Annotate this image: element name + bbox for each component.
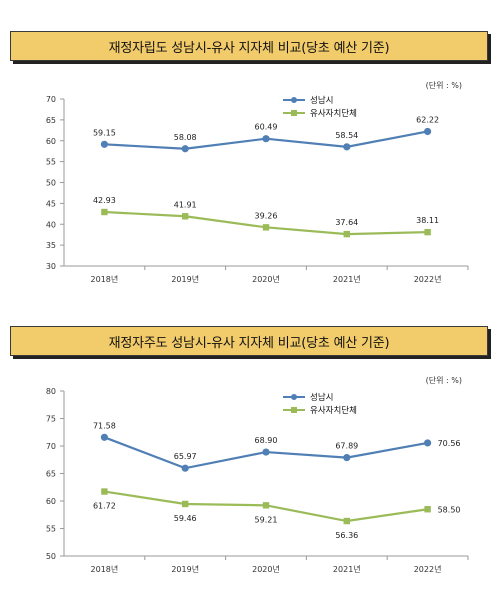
chart-panel-financial-autonomy: 재정자주도 성남시-유사 지자체 비교(당초 예산 기준) (단위 : %) 성… [0,308,500,600]
y-tick-label: 40 [46,220,56,229]
x-tick-label: 2018년 [91,274,119,284]
y-tick-label: 80 [46,387,56,396]
legend-label: 성남시 [310,95,334,106]
data-label: 58.50 [438,505,461,514]
axes: 30 35 40 45 50 55 60 65 70 2018년 2019년 2020년 2021년 20… [46,95,469,284]
legend-item: 성남시 [283,390,357,403]
y-tick-label: 65 [46,116,56,125]
y-tick-label: 55 [46,158,56,167]
data-point [343,230,350,238]
x-tick-label: 2021년 [333,274,361,284]
data-label: 37.64 [335,218,358,227]
legend: 성남시 유사자치단체 [283,93,357,119]
y-tick-label: 35 [46,241,56,250]
axes: 50 55 60 65 70 75 80 2018년 2019년 2020년 2021년 2022년 [46,387,469,574]
data-label: 59.15 [93,128,116,137]
legend-label: 유사자치단체 [310,108,357,119]
x-tick-label: 2019년 [171,564,199,574]
legend-item: 유사자치단체 [283,403,357,416]
x-tick-label: 2022년 [414,564,442,574]
y-tick-label: 30 [46,262,56,271]
data-point [262,224,270,231]
series-seongnam: 71.58 65.97 68.90 67.89 70.56 [93,421,461,472]
data-point [182,500,189,508]
data-point [262,135,270,143]
data-point [101,488,108,495]
data-label: 41.91 [174,200,197,209]
data-point [101,208,108,216]
unit-label: (단위 : %) [425,376,462,385]
data-label: 60.49 [255,123,278,132]
x-tick-label: 2021년 [333,564,361,574]
legend: 성남시 유사자치단체 [283,390,357,416]
legend-label: 성남시 [310,392,334,403]
y-tick-label: 70 [46,95,56,104]
data-point [100,140,108,148]
y-tick-label: 60 [46,497,56,506]
legend-swatch [283,392,305,402]
data-label: 58.54 [335,131,358,140]
legend-item: 성남시 [283,93,357,106]
data-label: 59.46 [174,514,197,523]
data-label: 58.08 [174,133,197,142]
legend-swatch [283,405,305,415]
data-label: 71.58 [93,421,116,430]
data-label: 39.26 [255,211,278,220]
chart-panel-financial-independence: 재정자립도 성남시-유사 지자체 비교(당초 예산 기준) (단위 : %) 성… [0,0,500,292]
data-label: 67.89 [335,442,358,451]
legend-label: 유사자치단체 [310,405,357,416]
x-tick-label: 2018년 [91,564,119,574]
legend-item: 유사자치단체 [283,106,357,119]
data-label: 59.21 [255,515,278,524]
data-point [182,213,189,220]
series-similar-govts: 42.93 41.91 39.26 37.64 38.11 [93,196,439,238]
y-tick-label: 65 [46,470,56,479]
legend-swatch [283,108,305,118]
data-point [262,502,270,509]
data-label: 65.97 [174,452,197,461]
data-label: 70.56 [438,439,461,448]
y-tick-label: 60 [46,137,56,146]
legend-swatch [283,95,305,105]
y-tick-label: 70 [46,442,56,451]
x-tick-label: 2020년 [252,274,280,284]
y-tick-label: 55 [46,525,56,534]
x-tick-label: 2019년 [171,274,199,284]
data-point [181,145,189,153]
y-tick-label: 75 [46,415,56,424]
data-point [262,448,270,456]
x-tick-label: 2020년 [252,564,280,574]
data-point [343,143,351,151]
chart-title: 재정자립도 성남시-유사 지자체 비교(당초 예산 기준) [10,31,488,61]
data-label: 38.11 [416,216,439,225]
unit-label: (단위 : %) [425,81,462,90]
data-label: 61.72 [93,502,116,511]
data-point [343,517,350,525]
series-seongnam: 59.15 58.08 60.49 58.54 62.22 [93,115,439,153]
data-point [100,433,108,441]
data-point [424,127,432,136]
y-tick-label: 50 [46,552,56,561]
data-point [424,228,431,236]
y-tick-label: 50 [46,179,56,188]
data-point [424,506,431,513]
y-tick-label: 45 [46,199,56,208]
line-chart: 30 35 40 45 50 55 60 65 70 2018년 2019년 2020년 2021년 20… [46,95,469,284]
line-chart: 50 55 60 65 70 75 80 2018년 2019년 2020년 2021년 2022년 7… [46,387,469,574]
data-point [181,464,189,472]
x-tick-label: 2022년 [414,274,442,284]
data-label: 42.93 [93,196,116,205]
data-label: 68.90 [255,436,278,445]
data-label: 62.22 [416,115,439,124]
data-point [343,454,351,462]
series-similar-govts: 61.72 59.46 59.21 56.36 58.50 [93,488,461,540]
chart-title: 재정자주도 성남시-유사 지자체 비교(당초 예산 기준) [10,326,488,356]
data-point [424,439,432,447]
data-label: 56.36 [335,531,358,540]
